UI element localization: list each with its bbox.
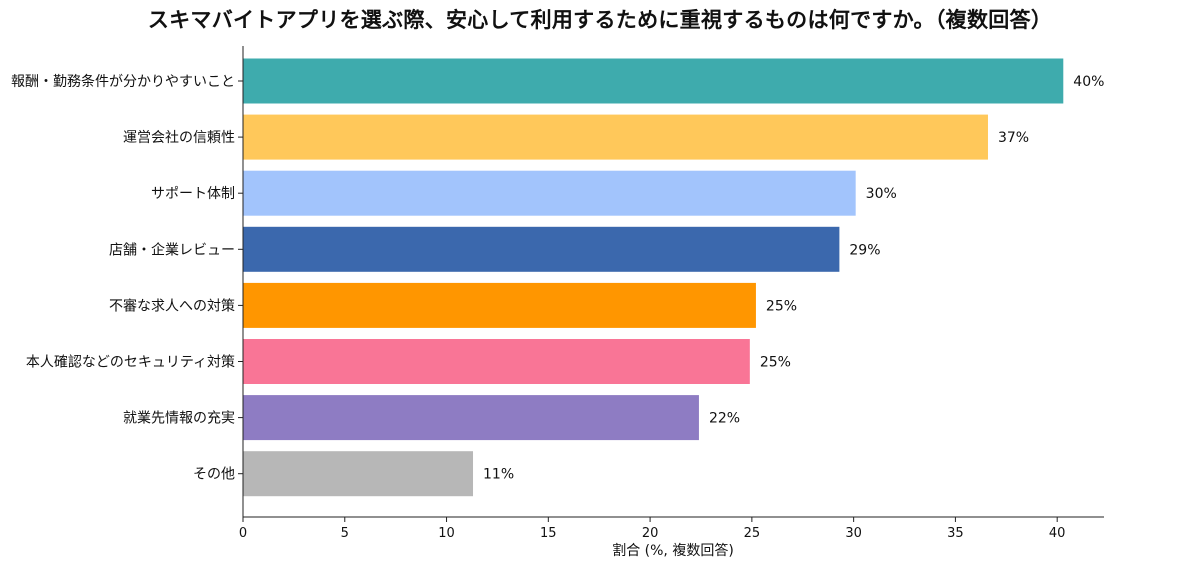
chart-title: スキマバイトアプリを選ぶ際、安心して利用するために重視するものは何ですか。（複数… bbox=[147, 8, 1053, 32]
bar-3 bbox=[243, 226, 840, 272]
value-labels: 40% 37% 30% 29% 25% 25% 22% 11% bbox=[483, 74, 1104, 483]
value-label-0: 40% bbox=[1073, 74, 1104, 90]
x-axis-label: 割合 (%, 複数回答) bbox=[612, 542, 734, 559]
value-label-2: 30% bbox=[866, 186, 897, 202]
value-label-7: 11% bbox=[483, 467, 514, 483]
bar-2 bbox=[243, 170, 856, 216]
category-label-2: サポート体制 bbox=[151, 186, 235, 202]
x-tick-label-0: 0 bbox=[239, 526, 247, 541]
category-label-6: 就業先情報の充実 bbox=[123, 411, 235, 427]
value-label-3: 29% bbox=[849, 242, 880, 258]
x-tick-label-7: 35 bbox=[947, 526, 964, 541]
bar-1 bbox=[243, 114, 988, 160]
bar-4 bbox=[243, 282, 756, 328]
category-label-1: 運営会社の信頼性 bbox=[123, 130, 235, 146]
x-tick-label-3: 15 bbox=[540, 526, 557, 541]
x-tick-label-1: 5 bbox=[341, 526, 349, 541]
value-label-6: 22% bbox=[709, 411, 740, 427]
value-label-5: 25% bbox=[760, 355, 791, 371]
value-label-1: 37% bbox=[998, 130, 1029, 146]
x-tick-label-2: 10 bbox=[438, 526, 455, 541]
category-label-0: 報酬・勤務条件が分かりやすいこと bbox=[11, 73, 235, 90]
category-label-4: 不審な求人への対策 bbox=[109, 297, 235, 314]
x-tick-label-8: 40 bbox=[1049, 526, 1066, 541]
bar-5 bbox=[243, 339, 750, 384]
bar-7 bbox=[243, 451, 474, 497]
value-label-4: 25% bbox=[766, 298, 797, 314]
bars-layer bbox=[243, 58, 1064, 497]
bar-6 bbox=[243, 395, 699, 441]
category-label-7: その他 bbox=[193, 467, 235, 483]
axes: 0 5 10 15 20 25 30 35 40 bbox=[238, 46, 1104, 541]
category-label-3: 店舗・企業レビュー bbox=[109, 241, 235, 258]
category-labels: 報酬・勤務条件が分かりやすいこと運営会社の信頼性サポート体制店舗・企業レビュー不… bbox=[11, 73, 235, 483]
x-tick-label-6: 30 bbox=[845, 526, 862, 541]
x-tick-label-4: 20 bbox=[642, 526, 659, 541]
x-tick-label-5: 25 bbox=[744, 526, 761, 541]
category-label-5: 本人確認などのセキュリティ対策 bbox=[26, 354, 235, 371]
bar-0 bbox=[243, 58, 1064, 104]
